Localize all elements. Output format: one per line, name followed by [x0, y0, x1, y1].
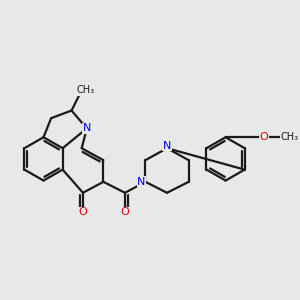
Text: CH₃: CH₃ [76, 85, 94, 95]
Text: CH₃: CH₃ [280, 132, 298, 142]
Text: N: N [163, 141, 171, 151]
Text: O: O [79, 207, 87, 218]
Text: N: N [137, 177, 146, 187]
Text: N: N [82, 123, 91, 134]
Text: O: O [121, 207, 129, 218]
Text: O: O [260, 132, 268, 142]
